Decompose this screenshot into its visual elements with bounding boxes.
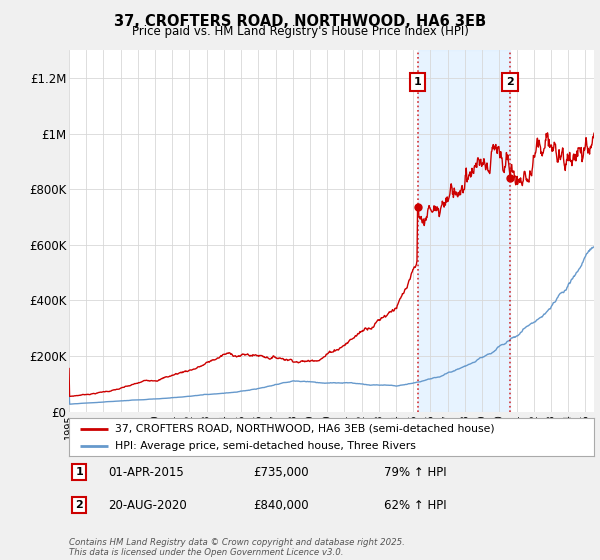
Text: 62% ↑ HPI: 62% ↑ HPI bbox=[384, 498, 446, 512]
Text: 1: 1 bbox=[76, 467, 83, 477]
Text: 37, CROFTERS ROAD, NORTHWOOD, HA6 3EB (semi-detached house): 37, CROFTERS ROAD, NORTHWOOD, HA6 3EB (s… bbox=[115, 423, 495, 433]
Text: 79% ↑ HPI: 79% ↑ HPI bbox=[384, 465, 446, 479]
Text: £840,000: £840,000 bbox=[253, 498, 308, 512]
Text: Contains HM Land Registry data © Crown copyright and database right 2025.
This d: Contains HM Land Registry data © Crown c… bbox=[69, 538, 405, 557]
Text: 2: 2 bbox=[76, 500, 83, 510]
Text: Price paid vs. HM Land Registry's House Price Index (HPI): Price paid vs. HM Land Registry's House … bbox=[131, 25, 469, 38]
Bar bbox=[418, 50, 510, 412]
Text: 01-APR-2015: 01-APR-2015 bbox=[109, 465, 184, 479]
Text: 20-AUG-2020: 20-AUG-2020 bbox=[109, 498, 187, 512]
Text: 1: 1 bbox=[413, 77, 421, 87]
Text: HPI: Average price, semi-detached house, Three Rivers: HPI: Average price, semi-detached house,… bbox=[115, 441, 416, 451]
Text: 37, CROFTERS ROAD, NORTHWOOD, HA6 3EB: 37, CROFTERS ROAD, NORTHWOOD, HA6 3EB bbox=[114, 14, 486, 29]
Text: 2: 2 bbox=[506, 77, 514, 87]
Text: £735,000: £735,000 bbox=[253, 465, 308, 479]
